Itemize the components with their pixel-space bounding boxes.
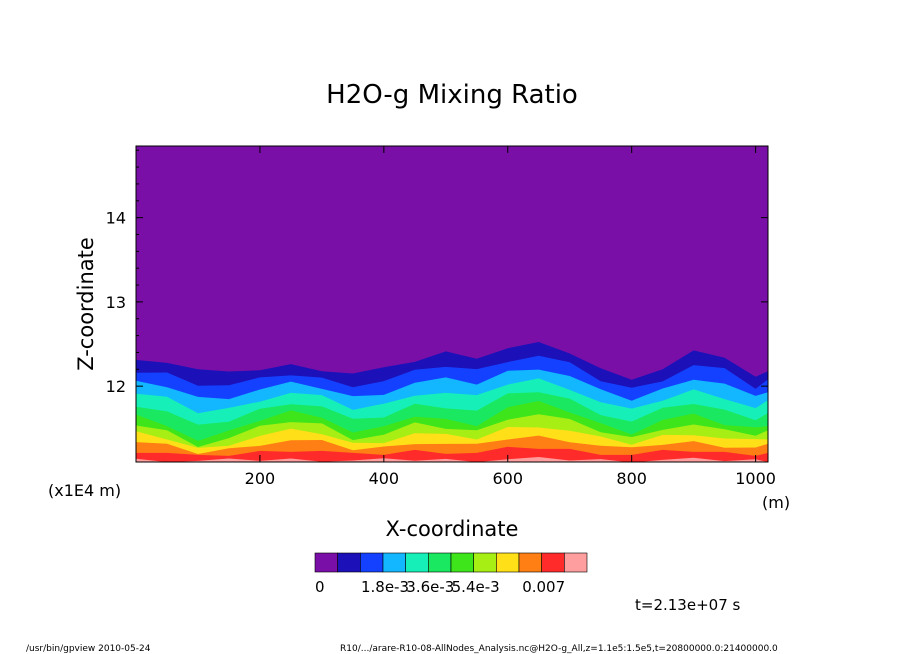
footer-right: R10/.../arare-R10-08-AllNodes_Analysis.n…	[340, 644, 778, 654]
colorbar-label: 0	[315, 578, 325, 596]
contour-bands	[136, 342, 768, 462]
y-tick-label: 14	[106, 209, 126, 228]
colorbar-swatch	[564, 552, 588, 573]
plot-area: 200 400 600 800 1000 12 13 14	[106, 145, 776, 488]
x-unit-label: (m)	[762, 493, 790, 512]
colorbar-swatch	[360, 552, 384, 573]
axis-ticks: 200 400 600 800 1000 12 13 14	[106, 146, 776, 488]
y-axis-label: Z-coordinate	[74, 237, 98, 371]
x-tick-label: 600	[492, 469, 523, 488]
colorbar-label: 1.8e-3	[361, 578, 409, 596]
colorbar-label: 3.6e-3	[406, 578, 454, 596]
x-axis-label: X-coordinate	[386, 517, 519, 541]
x-tick-label: 200	[245, 469, 276, 488]
colorbar: 0 1.8e-33.6e-35.4e-3 0.007	[314, 552, 588, 596]
colorbar-swatch	[541, 552, 565, 573]
x-tick-label: 1000	[735, 469, 776, 488]
colorbar-swatch	[450, 552, 474, 573]
time-annotation: t=2.13e+07 s	[635, 596, 741, 614]
x-tick-label: 800	[616, 469, 647, 488]
colorbar-swatch	[496, 552, 520, 573]
colorbar-swatch	[473, 552, 497, 573]
colorbar-label: 5.4e-3	[452, 578, 500, 596]
chart-title: H2O-g Mixing Ratio	[326, 80, 578, 110]
y-tick-label: 12	[106, 377, 126, 396]
x-tick-label: 400	[369, 469, 400, 488]
colorbar-swatch	[337, 552, 361, 573]
contour-band	[136, 457, 768, 462]
colorbar-swatch	[382, 552, 406, 573]
colorbar-swatch	[405, 552, 429, 573]
y-unit-label: (x1E4 m)	[48, 481, 121, 500]
colorbar-swatch	[518, 552, 542, 573]
plot-frame	[135, 145, 769, 463]
y-tick-label: 13	[106, 293, 126, 312]
footer-left: /usr/bin/gpview 2010-05-24	[26, 644, 151, 654]
colorbar-label: 0.007	[522, 578, 565, 596]
colorbar-swatch	[428, 552, 452, 573]
colorbar-swatch	[314, 552, 338, 573]
contour-band	[136, 446, 768, 462]
